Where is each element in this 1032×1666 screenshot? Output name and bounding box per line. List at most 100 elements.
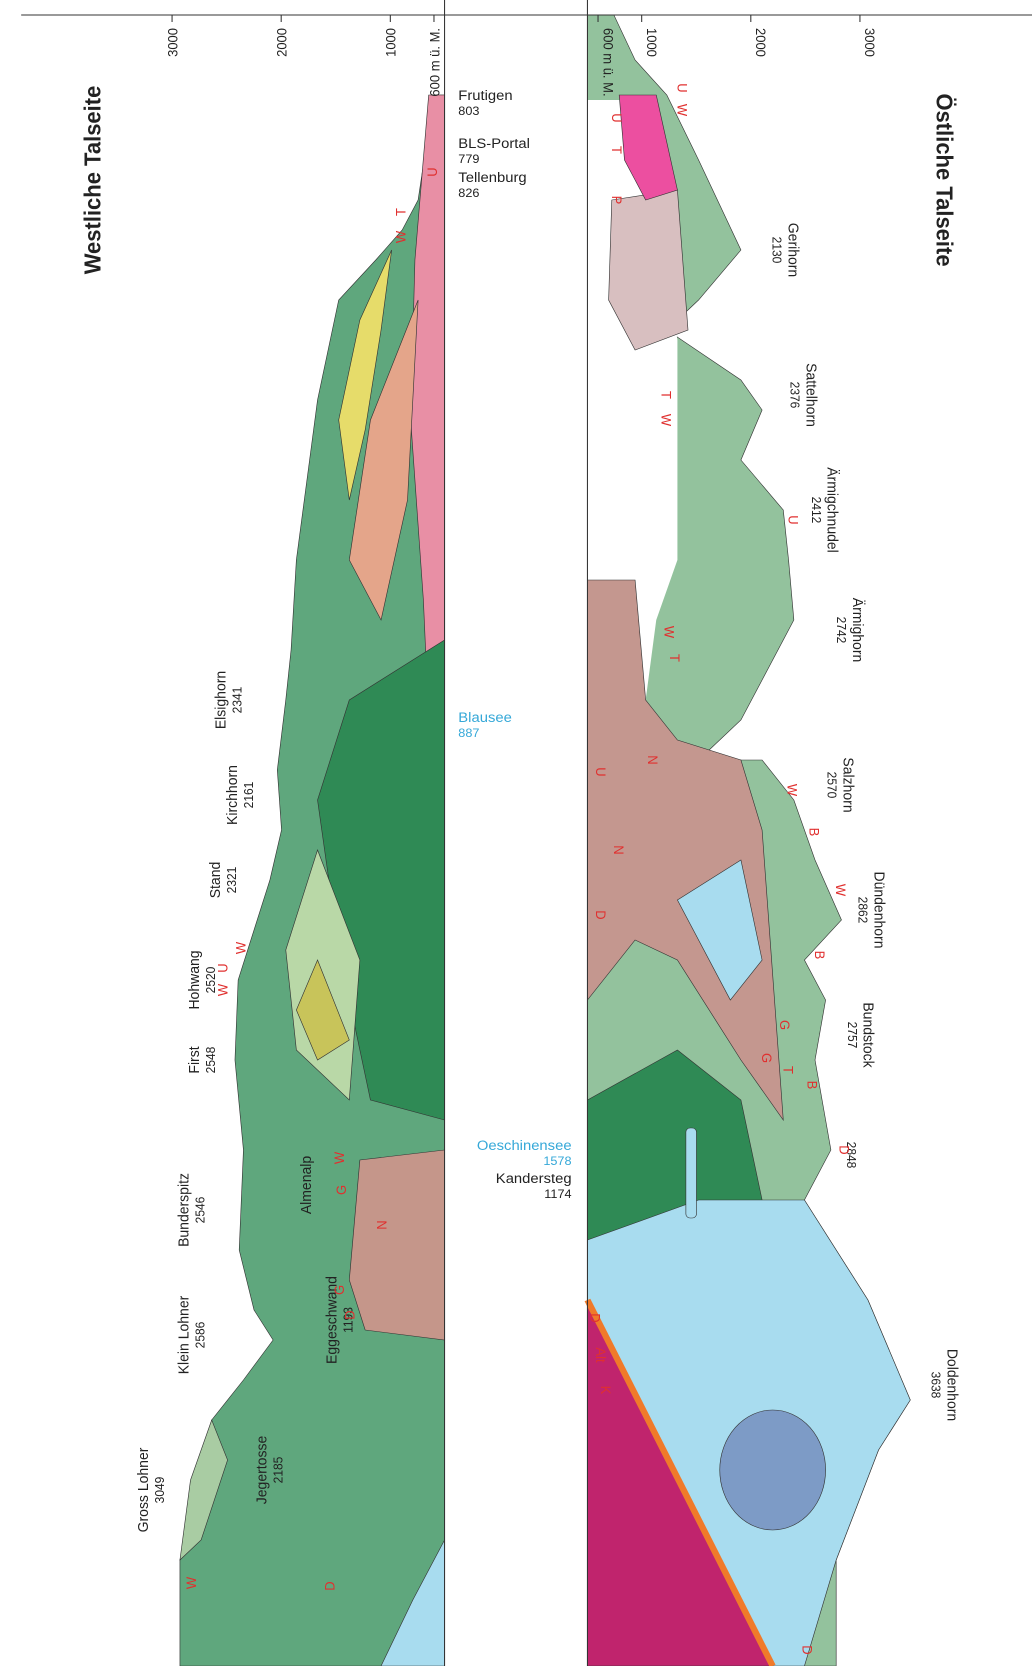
- unit-code: W: [215, 984, 230, 997]
- tick-label: 1000: [383, 28, 398, 57]
- unit-code: W: [658, 414, 673, 427]
- tick-label: 3000: [862, 28, 877, 57]
- tick-label: 600 m ü. M.: [600, 28, 615, 97]
- layer: [348, 1149, 445, 1341]
- place-name: Gross Lohner: [136, 1447, 152, 1532]
- west-title: Westliche Talseite: [79, 86, 106, 275]
- unit-code: W: [233, 942, 248, 955]
- place-elevation: 2586: [193, 1322, 207, 1349]
- place-name: Almenalp: [299, 1156, 315, 1214]
- layer-edge: [584, 1298, 776, 1666]
- unit-code: U: [593, 767, 608, 776]
- place-name: Oeschinensee: [477, 1138, 572, 1154]
- place-name: Bundstock: [860, 1002, 876, 1068]
- unit-code: B: [805, 1081, 820, 1090]
- unit-code: B: [807, 828, 822, 837]
- place-elevation: 2341: [230, 687, 244, 714]
- place-elevation: 2848: [844, 1142, 858, 1169]
- unit-code: T: [658, 391, 673, 399]
- place-elevation: 2376: [788, 382, 802, 409]
- place-name: Frutigen: [458, 88, 512, 104]
- unit-code: U: [425, 167, 440, 176]
- tick-label: 1000: [644, 28, 659, 57]
- place-name: BLS-Portal: [458, 136, 530, 152]
- place-name: First: [187, 1046, 203, 1073]
- place-elevation: 2520: [204, 967, 218, 994]
- place-elevation: 2412: [809, 497, 823, 524]
- place-name: Sattelhorn: [802, 363, 818, 427]
- place-name: Stand: [208, 862, 224, 899]
- unit-code: D: [593, 910, 608, 920]
- unit-code: W: [393, 231, 408, 244]
- place-name: Hohwang: [187, 950, 203, 1009]
- place-name: Eggeschwand: [324, 1276, 340, 1364]
- unit-code: W: [784, 784, 799, 797]
- place-elevation: 803: [458, 104, 479, 118]
- unit-code: U: [609, 113, 624, 122]
- place-elevation: 2321: [225, 867, 239, 894]
- place-elevation: 2130: [770, 237, 784, 264]
- place-elevation: 3049: [153, 1477, 167, 1504]
- unit-code: Alt: [593, 1347, 608, 1362]
- unit-code: D: [836, 1145, 851, 1155]
- lake-oeschinensee: [685, 1127, 697, 1219]
- place-elevation: 2548: [204, 1047, 218, 1074]
- unit-code: N: [645, 755, 660, 764]
- place-name: Bunderspitz: [176, 1173, 192, 1247]
- tick-label: 2000: [274, 28, 289, 57]
- unit-code: W: [674, 104, 689, 117]
- place-name: Blausee: [458, 710, 512, 726]
- place-name: Klein Lohner: [176, 1296, 192, 1375]
- east-title: Östliche Talseite: [932, 93, 959, 266]
- place-name: Salzhorn: [839, 757, 855, 812]
- unit-code: N: [374, 1220, 389, 1229]
- unit-code: G: [332, 1285, 347, 1295]
- place-elevation: 887: [458, 726, 479, 740]
- place-elevation: 1174: [544, 1187, 571, 1201]
- place-name: Dündenhorn: [870, 871, 886, 948]
- place-elevation: 1578: [543, 1154, 571, 1168]
- place-elevation: 779: [458, 152, 479, 166]
- unit-code: W: [833, 884, 848, 897]
- place-name: Kandersteg: [496, 1171, 572, 1187]
- place-name: Kirchhorn: [225, 765, 241, 825]
- unit-code: P: [609, 196, 624, 205]
- unit-code: W: [332, 1152, 347, 1165]
- layer: [719, 1409, 826, 1531]
- unit-code: D: [342, 1310, 357, 1320]
- place-elevation: 1193: [341, 1307, 355, 1333]
- place-elevation: 2757: [845, 1022, 859, 1049]
- place-elevation: 2570: [825, 772, 839, 799]
- unit-code: G: [759, 1053, 774, 1063]
- east-geology: [584, 14, 911, 1666]
- place-elevation: 2161: [242, 782, 256, 809]
- tick-label: 3000: [165, 28, 180, 57]
- place-name: Ärmighorn: [849, 598, 866, 663]
- unit-code: U: [215, 963, 230, 972]
- place-name: Doldenhorn: [943, 1349, 959, 1421]
- unit-code: T: [609, 146, 624, 154]
- layer: [618, 94, 678, 201]
- layer: [677, 859, 763, 1001]
- place-elevation: 826: [458, 186, 479, 200]
- unit-code: D: [799, 1645, 814, 1655]
- layer: [338, 249, 392, 501]
- unit-code: U: [785, 515, 800, 524]
- place-name: Tellenburg: [458, 170, 526, 186]
- unit-code: U: [674, 83, 689, 92]
- place-name: Ärmigchnudel: [824, 467, 841, 553]
- place-elevation: 2742: [834, 617, 848, 644]
- unit-code: K: [598, 1386, 613, 1395]
- layer: [348, 299, 419, 621]
- place-elevation: 2546: [193, 1197, 207, 1224]
- unit-code: W: [183, 1577, 198, 1590]
- unit-code: D: [588, 1313, 603, 1323]
- unit-code: N: [611, 845, 626, 854]
- place-name: Gerihorn: [784, 223, 800, 277]
- layer: [179, 1419, 228, 1561]
- unit-code: T: [393, 208, 408, 216]
- tick-label: 600 m ü. M.: [427, 28, 442, 97]
- place-elevation: 3638: [928, 1372, 942, 1399]
- unit-code: G: [777, 1020, 792, 1030]
